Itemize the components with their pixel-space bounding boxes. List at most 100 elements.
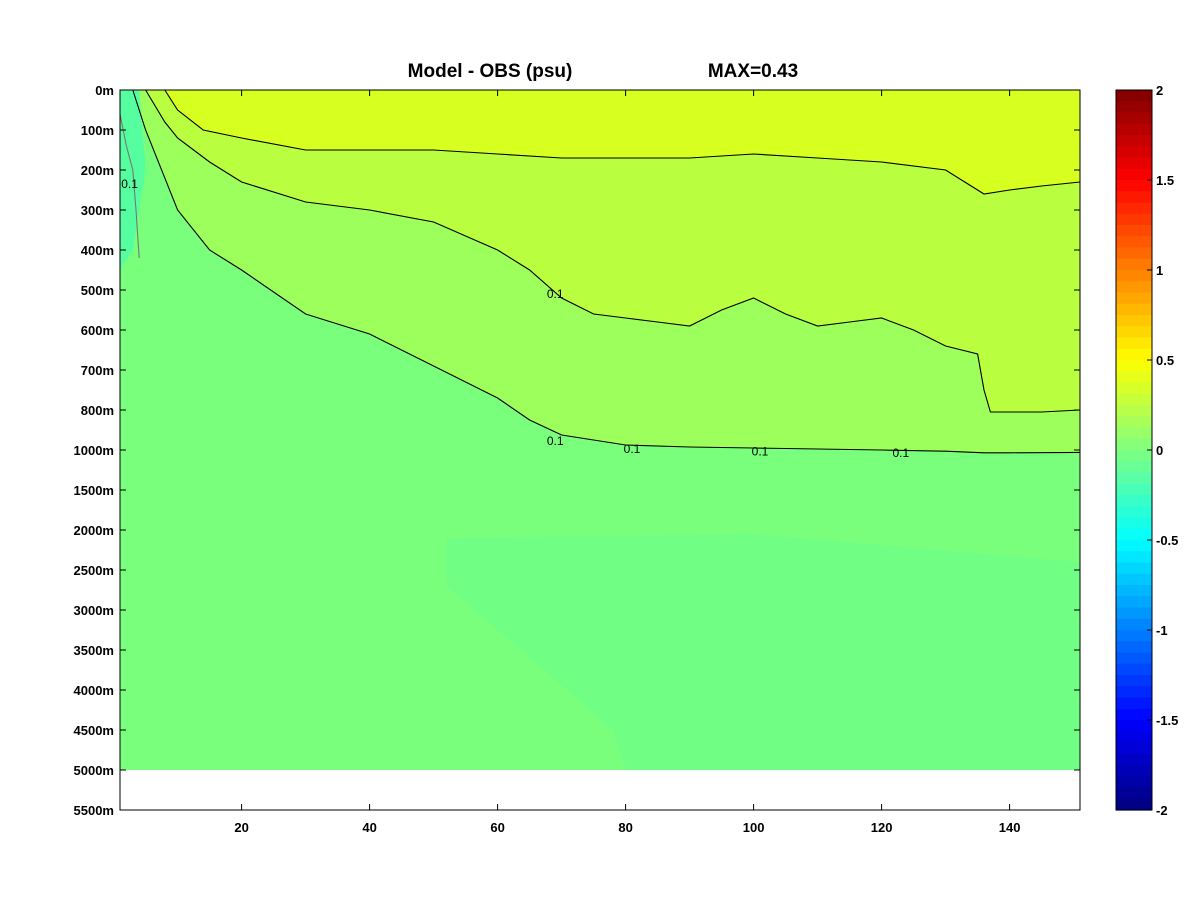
y-tick-label-8: 800m [81, 403, 114, 418]
y-tick-label-17: 5000m [74, 763, 114, 778]
contour-label-4: 0.1 [547, 287, 564, 301]
y-tick-label-7: 700m [81, 363, 114, 378]
contour-0.1-3 [119, 113, 140, 259]
contour-label-1: 0.1 [624, 442, 641, 456]
colorbar-segment-12 [1116, 225, 1152, 237]
colorbar-tick-label-7: -1.5 [1156, 713, 1178, 728]
colorbar-segment-19 [1116, 303, 1152, 316]
colorbar-segment-30 [1116, 427, 1152, 440]
colorbar-segment-26 [1116, 382, 1152, 395]
colorbar-segment-37 [1116, 506, 1152, 519]
colorbar-segment-56 [1116, 720, 1152, 732]
plot-area: 0.1 0.1 0.1 0.1 0.1 0.1 [119, 89, 1081, 770]
colorbar-segment-5 [1116, 146, 1152, 159]
contour-label-5: 0.1 [121, 177, 138, 191]
colorbar-segment-17 [1116, 281, 1152, 294]
colorbar-segment-25 [1116, 371, 1152, 384]
colorbar-segment-47 [1116, 618, 1152, 631]
colorbar-segment-45 [1116, 596, 1152, 609]
y-tick-label-5: 500m [81, 283, 114, 298]
colorbar-segment-62 [1116, 787, 1152, 800]
colorbar-segment-15 [1116, 258, 1152, 271]
y-tick-label-15: 4000m [74, 683, 114, 698]
colorbar-segment-9 [1116, 191, 1152, 204]
colorbar-segment-27 [1116, 393, 1152, 406]
x-tick-label-5: 120 [871, 820, 893, 835]
colorbar-segment-13 [1116, 236, 1152, 249]
colorbar-segment-51 [1116, 663, 1152, 676]
colorbar-segment-53 [1116, 686, 1152, 699]
coastal-patch [120, 90, 146, 270]
x-tick-label-2: 60 [490, 820, 504, 835]
colorbar-segment-61 [1116, 776, 1152, 789]
colorbar-tick-label-8: -2 [1156, 803, 1168, 818]
y-tick-label-11: 2000m [74, 523, 114, 538]
colorbar-segment-0 [1116, 90, 1152, 102]
y-tick-label-13: 3000m [74, 603, 114, 618]
colorbar-segment-44 [1116, 585, 1152, 597]
y-tick-label-2: 200m [81, 163, 114, 178]
colorbar-segment-59 [1116, 753, 1152, 766]
colorbar-segment-21 [1116, 326, 1152, 339]
colorbar-tick-label-6: -1 [1156, 623, 1168, 638]
y-tick-label-16: 4500m [74, 723, 114, 738]
x-tick-label-4: 100 [743, 820, 765, 835]
y-tick-label-4: 400m [81, 243, 114, 258]
colorbar-segment-10 [1116, 202, 1152, 215]
band-0.2 [145, 90, 1081, 412]
colorbar-segment-49 [1116, 641, 1152, 654]
colorbar-segment-52 [1116, 675, 1152, 687]
x-axis: 20 40 60 80 100 120 140 [234, 90, 1020, 835]
colorbar-segment-6 [1116, 157, 1152, 170]
x-tick-label-6: 140 [999, 820, 1021, 835]
x-tick-label-1: 40 [362, 820, 376, 835]
colorbar-segment-58 [1116, 742, 1152, 755]
colorbar-segment-31 [1116, 438, 1152, 451]
colorbar-segment-55 [1116, 708, 1152, 721]
y-tick-label-0: 0m [95, 83, 114, 98]
y-tick-label-10: 1500m [74, 483, 114, 498]
colorbar-segment-4 [1116, 135, 1152, 147]
colorbar-segment-3 [1116, 123, 1152, 136]
contour-label-2: 0.1 [752, 445, 769, 459]
colorbar-segment-57 [1116, 731, 1152, 744]
band-0.3 [164, 90, 1081, 194]
colorbar-segment-23 [1116, 348, 1152, 361]
y-tick-label-18: 5500m [74, 803, 114, 818]
x-tick-label-0: 20 [234, 820, 248, 835]
colorbar-segment-16 [1116, 270, 1152, 282]
colorbar-segment-42 [1116, 562, 1152, 575]
colorbar-segment-38 [1116, 517, 1152, 530]
colorbar-segment-34 [1116, 472, 1152, 485]
colorbar-segment-20 [1116, 315, 1152, 327]
colorbar-segment-22 [1116, 337, 1152, 350]
x-tick-label-3: 80 [618, 820, 632, 835]
colorbar-segment-14 [1116, 247, 1152, 260]
colorbar-segment-18 [1116, 292, 1152, 305]
colorbar-segment-28 [1116, 405, 1152, 417]
colorbar-tick-label-0: 2 [1156, 83, 1163, 98]
colorbar-segment-36 [1116, 495, 1152, 507]
y-tick-label-14: 3500m [74, 643, 114, 658]
y-tick-label-12: 2500m [74, 563, 114, 578]
colorbar-segment-35 [1116, 483, 1152, 496]
colorbar-segment-39 [1116, 528, 1152, 541]
colorbar-segment-24 [1116, 360, 1152, 372]
colorbar-tick-label-4: 0 [1156, 443, 1163, 458]
colorbar-segment-2 [1116, 112, 1152, 125]
chart-title: Model - OBS (psu) [408, 61, 573, 82]
colorbar-segment-7 [1116, 168, 1152, 181]
y-tick-label-6: 600m [81, 323, 114, 338]
colorbar-segment-60 [1116, 765, 1152, 777]
contour-label-3: 0.1 [892, 446, 909, 460]
colorbar-segment-54 [1116, 697, 1152, 710]
contour-0.3-0 [164, 89, 1081, 195]
y-tick-label-1: 100m [81, 123, 114, 138]
deep-region [446, 534, 1080, 770]
colorbar-segment-41 [1116, 551, 1152, 564]
colorbar: 2 1.5 1 0.5 0 -0.5 -1 -1.5 -2 [1115, 83, 1178, 818]
colorbar-segment-48 [1116, 630, 1152, 642]
colorbar-segment-50 [1116, 652, 1152, 665]
colorbar-segment-32 [1116, 450, 1152, 462]
